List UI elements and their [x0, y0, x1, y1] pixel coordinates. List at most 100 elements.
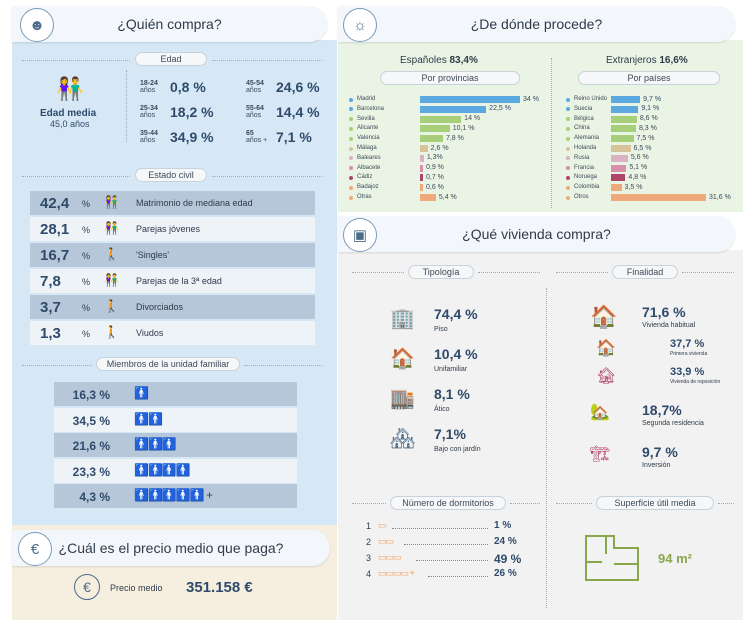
- bar-label: Cádiz: [357, 174, 373, 181]
- estado-value: 3,7: [40, 299, 61, 316]
- legend-dot: [349, 117, 353, 122]
- bar-label: Otras: [357, 194, 372, 200]
- bar-label: Sevilla: [357, 115, 375, 122]
- tipologia-value: 74,4 %: [434, 306, 478, 322]
- estado-pct: %: [82, 251, 91, 261]
- bar-label: Madrid: [357, 96, 376, 102]
- finalidad-tag: Finalidad: [612, 265, 678, 279]
- tipologia-label: Unifamiliar: [434, 366, 468, 373]
- estado-label: Parejas jóvenes: [136, 224, 201, 234]
- divider: [22, 60, 130, 61]
- finalidad-label: Primera vivienda: [670, 351, 708, 357]
- miembros-row-value-cell: [54, 407, 116, 432]
- bar-label: Francia: [574, 164, 595, 171]
- legend-dot: [566, 107, 570, 112]
- finalidad-icon: 🏚: [596, 368, 617, 385]
- legend-dot: [566, 166, 570, 171]
- bar-value: 7,5 %: [636, 134, 655, 142]
- building-type-icon: 🏠: [390, 348, 415, 370]
- legend-dot: [349, 107, 353, 112]
- edad-range-label: 45-54: [246, 80, 264, 87]
- legend-dot: [566, 146, 570, 151]
- finalidad-tag-label: Finalidad: [626, 267, 664, 277]
- vivienda-header: ¿Qué vivienda compra?: [338, 216, 735, 252]
- divider: [551, 58, 552, 208]
- superficie-tag: Superficie útil media: [596, 496, 714, 510]
- edad-range-label: 65: [246, 130, 254, 137]
- estado-label: Matrimonio de mediana edad: [136, 198, 253, 208]
- person-icon: 🚶: [104, 247, 119, 261]
- bar-value: 0,6 %: [426, 183, 444, 191]
- bar-value: 0,7 %: [426, 173, 444, 181]
- bar-value: 4,8 %: [628, 173, 647, 181]
- extranjeros-value: 16,6%: [659, 55, 688, 66]
- bar: [611, 105, 639, 113]
- miembros-value: 34,5 %: [72, 413, 110, 428]
- dotted-leader: [392, 528, 488, 529]
- finalidad-icon: 🏡: [590, 404, 610, 421]
- miembros-row-icon-cell: [116, 407, 297, 432]
- bar: [420, 154, 424, 162]
- estado-label: Divorciados: [136, 302, 184, 312]
- bed-icon: ▭▭▭: [378, 552, 401, 562]
- bar-label: Baleares: [357, 154, 381, 161]
- bar-label: Reino Unido: [574, 96, 608, 102]
- legend-dot: [566, 97, 570, 102]
- bar-value: 5,6 %: [630, 154, 649, 162]
- legend-dot: [349, 156, 353, 161]
- finalidad-label: Inversión: [642, 462, 671, 469]
- bar-value: 5,4 %: [438, 193, 457, 201]
- bar: [611, 145, 631, 152]
- miembros-row-icon-cell: [116, 433, 297, 457]
- bar-label: Colombia: [574, 184, 600, 191]
- legend-dot: [566, 195, 570, 200]
- building-icon: ▣: [343, 218, 377, 252]
- tipologia-value: 8,1 %: [434, 386, 470, 402]
- superficie-tag-label: Superficie útil media: [614, 498, 696, 508]
- estado-pct: %: [82, 277, 91, 287]
- bar: [611, 96, 641, 103]
- bar-label: Rusia: [574, 154, 590, 161]
- estado-row: [30, 243, 315, 267]
- euro-icon: €: [18, 532, 52, 566]
- bar-value: 9,1 %: [641, 105, 660, 113]
- bed-icon: ▭: [378, 520, 386, 530]
- bar: [420, 174, 423, 182]
- quien-title: ¿Quién compra?: [117, 16, 222, 32]
- estado-pct: %: [82, 199, 91, 209]
- estado-label: Parejas de la 3ª edad: [136, 276, 222, 286]
- divider: [556, 503, 592, 504]
- edad-range-unit: años: [246, 87, 262, 94]
- divider: [546, 288, 547, 608]
- bar: [420, 164, 423, 172]
- estado-row: [30, 269, 315, 293]
- dorm-number: 1: [366, 521, 372, 531]
- dorm-value: 24 %: [494, 536, 517, 547]
- bar-label: Alemania: [574, 135, 600, 142]
- estado-row: [30, 321, 315, 345]
- bar: [420, 145, 428, 152]
- person-icon: 🚶: [104, 299, 119, 313]
- divider: [352, 272, 404, 273]
- bar-value: 1,3%: [426, 154, 443, 162]
- bar-label: Badajoz: [357, 184, 379, 191]
- legend-dot: [566, 126, 570, 131]
- edad-value: 14,4 %: [276, 104, 320, 120]
- finalidad-value: 71,6 %: [642, 304, 686, 320]
- precio-title: ¿Cuál es el precio medio que paga?: [58, 540, 284, 556]
- bed-icon: ▭▭▭▭ +: [378, 568, 415, 578]
- building-type-icon: 🏢: [390, 308, 415, 330]
- divider: [556, 272, 608, 273]
- bar-value: 3,5 %: [624, 183, 643, 191]
- bar: [611, 184, 622, 192]
- miembros-tag: Miembros de la unidad familiar: [96, 357, 240, 371]
- miembros-row-icon-cell: [116, 382, 297, 406]
- bar-value: 6,5 %: [633, 144, 652, 152]
- procede-title: ¿De dónde procede?: [470, 16, 603, 32]
- couple-icon: 👫: [56, 76, 84, 101]
- precio-value: 351.158 €: [186, 579, 253, 596]
- bar: [420, 96, 520, 103]
- person-icon: 👫: [104, 273, 119, 287]
- people-count-icon: 🚹: [134, 386, 149, 400]
- legend-dot: [349, 175, 353, 180]
